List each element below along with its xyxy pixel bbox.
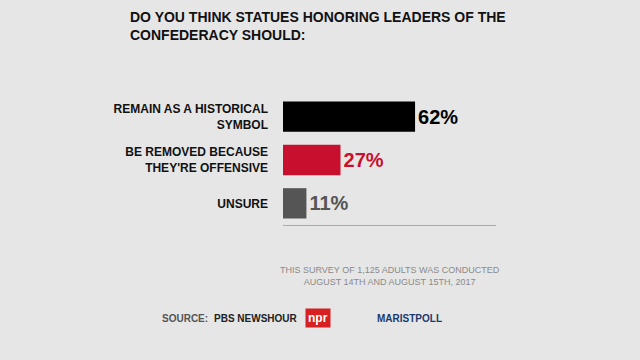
svg-text:SOURCE:: SOURCE: [162, 313, 208, 324]
svg-text:62%: 62% [418, 106, 458, 128]
svg-text:UNSURE: UNSURE [217, 197, 268, 211]
svg-text:BE REMOVED BECAUSETHEY'RE OFFE: BE REMOVED BECAUSETHEY'RE OFFENSIVE [125, 145, 268, 175]
svg-text:npr: npr [308, 311, 328, 325]
svg-text:THIS SURVEY OF 1,125 ADULTS WA: THIS SURVEY OF 1,125 ADULTS WAS CONDUCTE… [280, 265, 500, 287]
svg-text:REMAIN AS A HISTORICALSYMBOL: REMAIN AS A HISTORICALSYMBOL [114, 102, 268, 132]
svg-text:PBS NEWSHOUR: PBS NEWSHOUR [214, 313, 298, 324]
svg-text:DO YOU THINK STATUES HONORING: DO YOU THINK STATUES HONORING LEADERS OF… [130, 9, 506, 43]
svg-text:MARISTPOLL: MARISTPOLL [377, 313, 442, 324]
svg-text:11%: 11% [309, 192, 348, 214]
svg-text:27%: 27% [344, 149, 384, 171]
